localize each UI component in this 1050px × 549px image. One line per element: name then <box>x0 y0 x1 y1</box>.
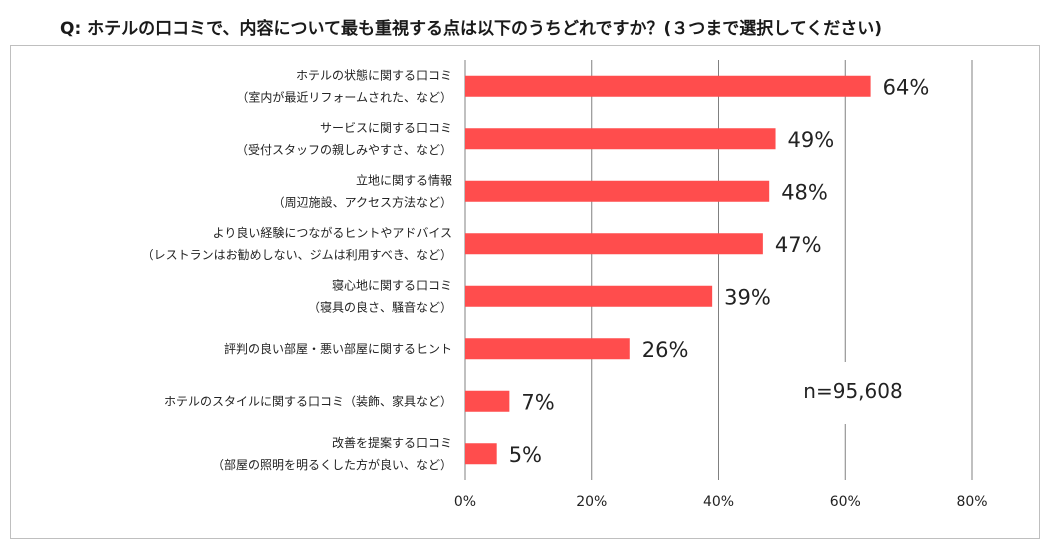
category-label: 立地に関する情報 <box>356 172 452 187</box>
x-tick-label: 60% <box>830 494 861 510</box>
category-label: 寝心地に関する口コミ <box>332 277 452 292</box>
category-label: （室内が最近リフォームされた、など） <box>236 89 452 104</box>
question-title: Q: ホテルの口コミで、内容について最も重視する点は以下のうちどれですか？(３つ… <box>60 19 882 39</box>
category-label: サービスに関する口コミ <box>320 121 452 135</box>
x-tick-label: 20% <box>576 494 607 510</box>
x-tick-label: 0% <box>454 494 476 510</box>
x-tick-label: 40% <box>703 494 734 510</box>
x-tick-label: 80% <box>956 494 987 510</box>
value-label: 47% <box>775 233 822 257</box>
category-label: より良い経験につながるヒントやアドバイス <box>213 225 452 240</box>
category-label: ホテルのスタイルに関する口コミ（装飾、家具など） <box>164 393 452 408</box>
category-label: （周辺施設、アクセス方法など） <box>273 194 452 209</box>
bar <box>465 390 510 412</box>
category-label: 改善を提案する口コミ <box>332 435 452 450</box>
value-label: 64% <box>883 75 930 99</box>
sample-size-label: n=95,608 <box>803 379 902 403</box>
value-label: 48% <box>781 180 828 204</box>
category-label: 評判の良い部屋・悪い部屋に関するヒント <box>224 341 452 356</box>
bar <box>465 233 763 255</box>
category-label: （寝具の良さ、騒音など） <box>308 299 452 314</box>
bar <box>465 75 871 97</box>
category-label: ホテルの状態に関する口コミ <box>296 67 452 82</box>
value-label: 49% <box>788 128 835 152</box>
bar <box>465 285 713 307</box>
value-label: 5% <box>509 443 542 467</box>
chart-frame <box>10 45 1040 539</box>
category-label: （レストランはお勧めしない、ジムは利用すべき、など） <box>142 248 452 262</box>
value-label: 39% <box>724 285 771 309</box>
bar <box>465 128 776 150</box>
value-label: 7% <box>521 390 554 414</box>
value-label: 26% <box>642 338 689 362</box>
category-label: （受付スタッフの親しみやすさ、など） <box>236 143 452 157</box>
bar <box>465 443 497 465</box>
bar <box>465 338 630 360</box>
bar <box>465 180 770 202</box>
category-label: （部屋の照明を明るくした方が良い、など） <box>212 457 452 472</box>
